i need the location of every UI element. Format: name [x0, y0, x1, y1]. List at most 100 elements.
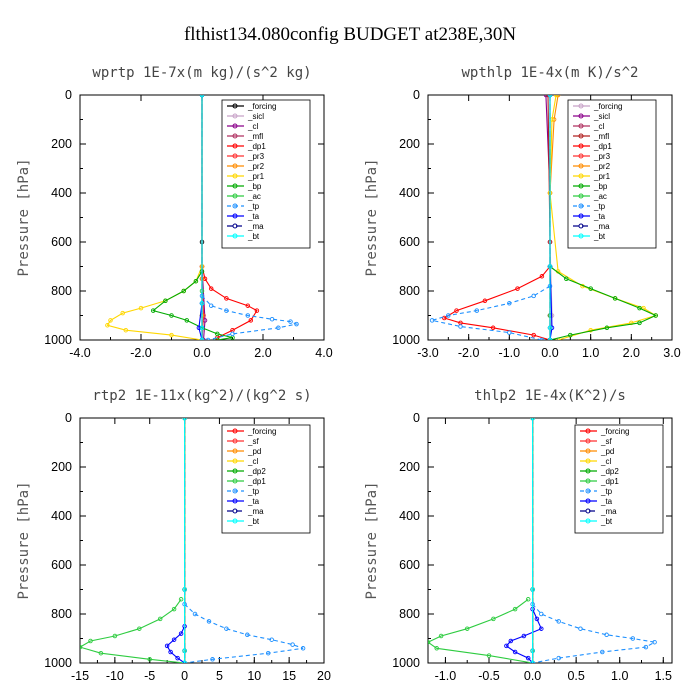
legend-marker [232, 203, 238, 209]
series-point-tp [652, 639, 657, 645]
series-point-bt [199, 95, 205, 98]
series-point-dp1 [515, 286, 520, 291]
y-tick-label: 1000 [44, 656, 72, 670]
legend-label: _dp2 [600, 467, 619, 476]
legend-marker [232, 428, 238, 434]
series-point-pr1 [108, 318, 113, 323]
series-point-tp [245, 632, 250, 638]
series-line-dp1 [80, 598, 185, 663]
y-tick-label: 400 [399, 509, 420, 523]
series-point-bt [182, 648, 187, 654]
series-point-pr2 [555, 95, 561, 98]
legend-marker [578, 103, 584, 109]
series-point-ta [525, 655, 531, 661]
legend-label: _bt [600, 517, 613, 526]
y-tick-label: 200 [51, 137, 72, 151]
legend-marker [585, 458, 591, 464]
legend-label: _forcing [593, 102, 622, 111]
series-point-dp1 [491, 616, 496, 622]
legend-marker [585, 498, 591, 504]
chart-panel-4: thlp2 1E-4x(K^2)/s Pressure [hPa] -1.0 -0.5… [364, 388, 673, 683]
legend-marker [232, 183, 238, 189]
legend-label: _sf [247, 437, 259, 446]
series-point-tp [269, 316, 275, 322]
series-point-sicl [543, 95, 549, 98]
series-point-bt [530, 648, 535, 654]
series-point-ta [171, 637, 177, 642]
x-tick-label: -4.0 [69, 346, 91, 360]
legend-marker [232, 508, 238, 514]
x-tick-label: -10 [106, 669, 124, 683]
series-point-tp [507, 301, 512, 306]
series-point-dp1 [464, 626, 470, 631]
series-group [429, 95, 658, 340]
legend-marker [232, 153, 238, 159]
series-point-bt [547, 95, 553, 98]
series-point-bt [530, 587, 535, 592]
series-point-ta [175, 655, 180, 661]
legend-box [574, 424, 664, 534]
series-point-dp1 [88, 638, 93, 644]
series-point-dp1 [454, 308, 459, 313]
legend-marker [578, 133, 584, 139]
legend-marker [578, 173, 584, 179]
legend-label: _tp [600, 487, 613, 496]
series-line-ta [166, 626, 186, 663]
chart-panel-3: rtp2 1E-11x(kg^2)/(kg^2 s) Pressure [hPa]… [16, 388, 331, 683]
legend-marker [232, 448, 238, 454]
legend-label: _bt [593, 232, 606, 241]
legend-label: _sicl [593, 112, 610, 121]
y-tick-label: 800 [399, 607, 420, 621]
series-point-bp [653, 313, 658, 318]
series-point-dp1 [539, 274, 545, 279]
legend-label: _ta [593, 212, 606, 221]
legend-label: _ma [593, 222, 610, 231]
series-point-dp1 [202, 276, 208, 282]
series-point-pr1 [169, 332, 174, 338]
legend-label: _ma [600, 507, 617, 516]
series-point-tp [206, 619, 212, 624]
x-tick-label: 0 [181, 669, 188, 683]
legend-label: _cl [593, 122, 604, 131]
series-point-ta [504, 643, 509, 649]
y-tick-label: 600 [399, 235, 420, 249]
series-point-ta [512, 649, 518, 655]
series-point-tp [205, 337, 211, 340]
legend-marker [585, 428, 591, 434]
series-line-tp [184, 603, 304, 663]
series-point-bp [612, 296, 618, 301]
series-point-dp1 [490, 325, 496, 331]
series-point-dp1 [442, 315, 447, 321]
y-tick-label: 600 [399, 558, 420, 572]
series-point-tp [600, 649, 605, 655]
legend-label: _forcing [247, 427, 276, 436]
y-tick-label: 0 [413, 88, 420, 102]
series-point-bp [564, 276, 569, 282]
series-point-bp [193, 278, 199, 284]
series-point-ta [164, 643, 170, 649]
series-point-tp [269, 637, 274, 642]
legend-marker [232, 488, 238, 494]
series-point-tp [604, 632, 609, 638]
series-point-ta [168, 649, 173, 655]
x-tick-label: -5 [144, 669, 155, 683]
legend-marker [232, 518, 238, 524]
series-point-dp1 [428, 639, 431, 645]
y-tick-label: 1000 [392, 656, 420, 670]
legend-label: _ta [600, 497, 613, 506]
legend-marker [232, 193, 238, 199]
y-tick-label: 800 [51, 607, 72, 621]
series-point-dp1 [438, 633, 444, 639]
x-tick-label: -3.0 [417, 346, 439, 360]
x-tick-label: 2.0 [254, 346, 271, 360]
figure-title: flthist134.080config BUDGET at238E,30N [184, 24, 516, 45]
legend-label: _bt [247, 517, 260, 526]
series-point-bt [199, 301, 205, 306]
legend-label: _dp1 [593, 142, 612, 151]
series-point-dp1 [208, 286, 214, 291]
series-point-pr1 [120, 310, 125, 316]
series-point-dp1 [157, 616, 163, 622]
series-point-dp1 [248, 318, 254, 323]
x-tick-label: 1.0 [611, 669, 628, 683]
